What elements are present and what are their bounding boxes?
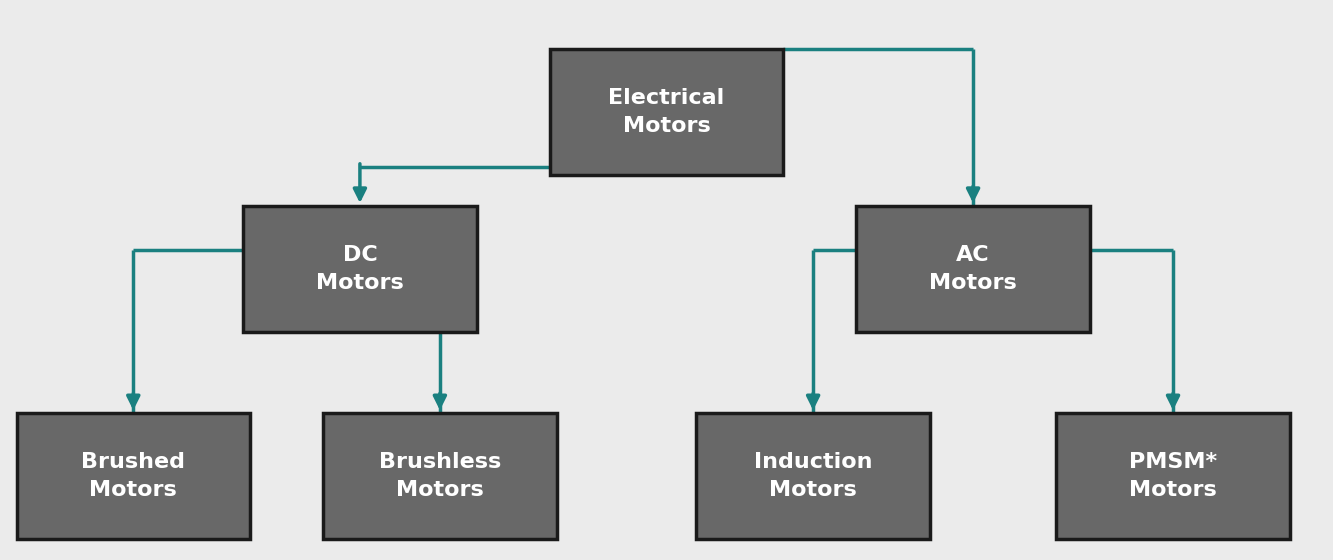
FancyBboxPatch shape: [244, 206, 477, 332]
FancyBboxPatch shape: [17, 413, 251, 539]
Text: DC
Motors: DC Motors: [316, 245, 404, 293]
Text: AC
Motors: AC Motors: [929, 245, 1017, 293]
Text: PMSM*
Motors: PMSM* Motors: [1129, 452, 1217, 500]
Text: Induction
Motors: Induction Motors: [754, 452, 872, 500]
Text: Brushed
Motors: Brushed Motors: [81, 452, 185, 500]
FancyBboxPatch shape: [856, 206, 1090, 332]
FancyBboxPatch shape: [324, 413, 557, 539]
FancyBboxPatch shape: [696, 413, 930, 539]
Text: Brushless
Motors: Brushless Motors: [379, 452, 501, 500]
FancyBboxPatch shape: [1056, 413, 1290, 539]
FancyBboxPatch shape: [549, 49, 784, 175]
Text: Electrical
Motors: Electrical Motors: [608, 88, 725, 136]
